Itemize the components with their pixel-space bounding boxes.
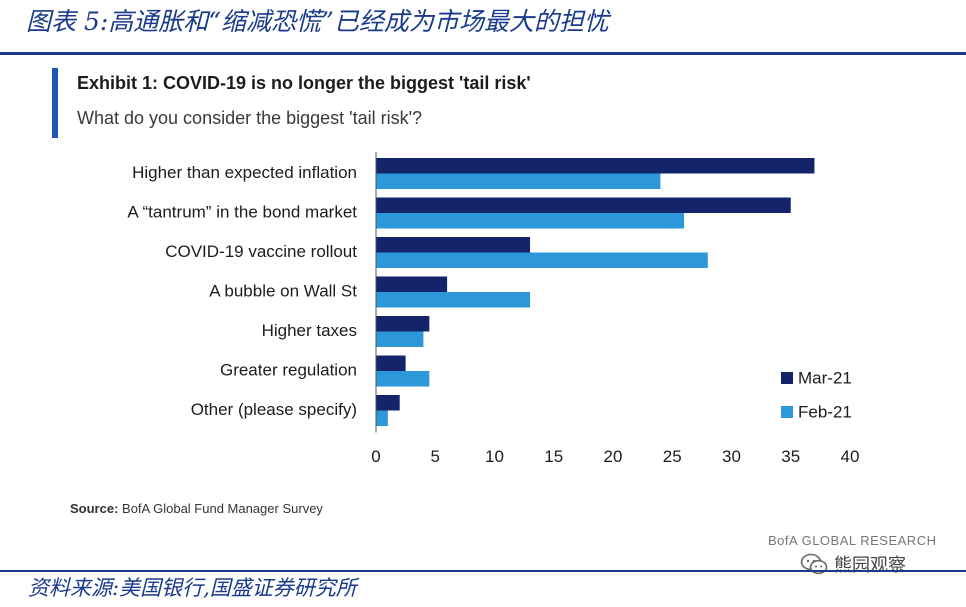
watermark-text: 熊园观察 <box>834 555 906 576</box>
bar-feb21 <box>376 213 685 229</box>
bar-mar21 <box>376 316 430 332</box>
x-tick-label: 15 <box>544 447 563 466</box>
exhibit-title: Exhibit 1: COVID-19 is no longer the big… <box>77 73 531 93</box>
source-text: BofA Global Fund Manager Survey <box>122 501 323 516</box>
x-tick-label: 35 <box>781 447 800 466</box>
bar-mar21 <box>376 158 815 174</box>
x-tick-label: 20 <box>604 447 623 466</box>
category-label: Higher taxes <box>262 321 357 340</box>
x-tick-label: 10 <box>485 447 504 466</box>
bar-mar21 <box>376 197 791 213</box>
bottom-divider <box>0 570 966 572</box>
bar-feb21 <box>376 331 424 347</box>
legend-label: Mar-21 <box>798 368 852 387</box>
exhibit-accent-bar <box>52 68 58 138</box>
x-tick-label: 40 <box>841 447 860 466</box>
brand-text: BofA GLOBAL RESEARCH <box>768 533 937 548</box>
category-label: Higher than expected inflation <box>132 163 357 182</box>
x-tick-label: 0 <box>371 447 380 466</box>
watermark: 熊园观察 <box>800 551 906 577</box>
bar-feb21 <box>376 252 708 268</box>
source-note: Source: BofA Global Fund Manager Survey <box>70 501 323 516</box>
bar-mar21 <box>376 237 531 253</box>
x-tick-label: 25 <box>663 447 682 466</box>
bar-mar21 <box>376 276 448 292</box>
figure-title: 图表 5:高通胀和“缩减恐慌”已经成为市场最大的担忧 <box>26 7 609 36</box>
figure-source: 资料来源:美国银行,国盛证券研究所 <box>28 576 357 600</box>
legend-swatch <box>781 372 793 384</box>
top-divider <box>0 52 966 55</box>
category-label: Greater regulation <box>220 361 357 380</box>
source-label: Source: <box>70 501 119 516</box>
category-label: COVID-19 vaccine rollout <box>165 242 357 261</box>
bar-feb21 <box>376 371 430 387</box>
bar-mar21 <box>376 395 400 411</box>
exhibit-subtitle: What do you consider the biggest 'tail r… <box>77 108 423 128</box>
bar-feb21 <box>376 173 661 189</box>
category-label: Other (please specify) <box>191 400 357 419</box>
bar-feb21 <box>376 410 388 426</box>
category-label: A “tantrum” in the bond market <box>127 203 357 222</box>
bar-feb21 <box>376 292 531 308</box>
legend-label: Feb-21 <box>798 402 852 421</box>
bar-mar21 <box>376 355 406 371</box>
legend-swatch <box>781 406 793 418</box>
x-tick-label: 30 <box>722 447 741 466</box>
x-tick-label: 5 <box>431 447 440 466</box>
category-label: A bubble on Wall St <box>209 282 357 301</box>
